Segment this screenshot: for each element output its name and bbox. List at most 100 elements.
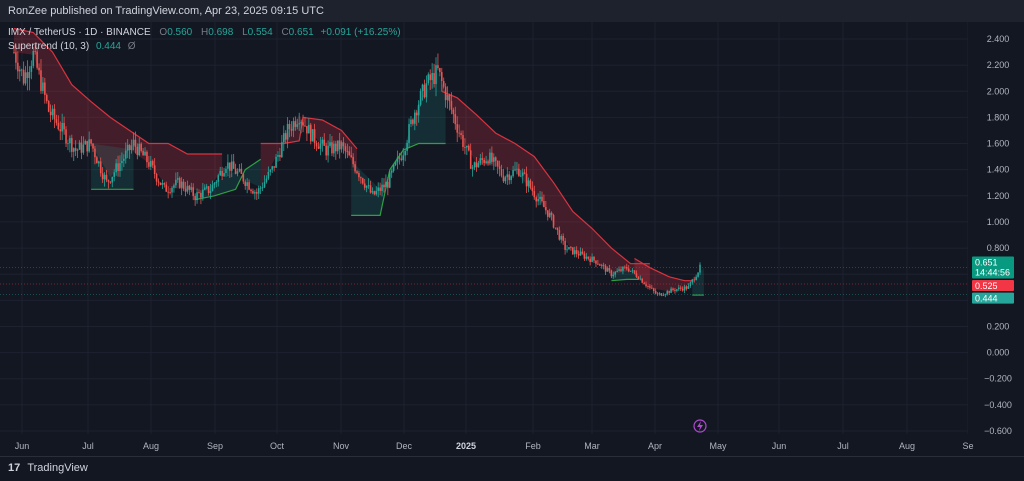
candle-body <box>390 170 393 173</box>
candle-body <box>18 69 21 72</box>
candle-body <box>414 112 416 124</box>
candle-body <box>570 247 572 248</box>
candle-body <box>462 135 464 147</box>
supertrend-fill-up <box>611 267 639 281</box>
candle-body <box>514 169 516 171</box>
open-value: 0.560 <box>167 27 193 38</box>
candle-body <box>336 140 339 152</box>
candle-body <box>67 143 69 145</box>
candle-body <box>446 95 449 101</box>
candle-body <box>604 265 607 272</box>
candle-body <box>313 129 316 144</box>
supertrend-line-down <box>441 90 650 265</box>
candle-body <box>72 148 75 152</box>
candle-body <box>198 192 200 194</box>
candle-body <box>496 160 499 167</box>
candle-body <box>383 184 385 188</box>
supertrend-line-down <box>634 257 693 282</box>
candle-body <box>616 270 618 272</box>
price-badge-countdown: 14:44:56 <box>975 268 1010 278</box>
candle-body <box>22 69 25 84</box>
candle-body <box>55 119 58 123</box>
candle-body <box>633 270 636 274</box>
candle-body <box>94 148 96 158</box>
candle-body <box>466 145 468 148</box>
candle-body <box>155 174 158 182</box>
candle-body <box>396 157 399 163</box>
candle-body <box>76 149 79 151</box>
candle-body <box>699 264 701 273</box>
candle-body <box>602 264 605 266</box>
y-tick-label: 2.200 <box>987 60 1010 70</box>
symbol-title[interactable]: IMX / TetherUS · 1D · BINANCE <box>8 27 151 38</box>
candle-body <box>508 174 511 181</box>
candle-body <box>448 95 451 101</box>
candle-body <box>695 276 697 281</box>
candle-body <box>317 146 320 149</box>
candle-body <box>348 151 351 156</box>
candle-body <box>327 145 329 156</box>
candle-body <box>159 182 162 185</box>
candle-body <box>410 119 412 125</box>
candle-body <box>483 159 485 163</box>
candle-body <box>358 173 360 178</box>
candle-body <box>573 250 576 255</box>
candle-body <box>421 84 424 91</box>
y-tick-label: 1.600 <box>987 139 1010 149</box>
candle-body <box>271 166 274 170</box>
high-label: H <box>201 27 209 38</box>
candles <box>13 44 701 298</box>
candle-body <box>294 121 297 127</box>
candle-body <box>190 187 193 190</box>
price-badge <box>972 292 1014 304</box>
candle-body <box>47 101 50 112</box>
candle-body <box>491 152 493 162</box>
candle-body <box>45 94 48 102</box>
candle-body <box>494 157 497 161</box>
candle-body <box>148 162 150 167</box>
supertrend-fill-up <box>692 267 704 296</box>
candle-body <box>377 187 379 191</box>
candle-body <box>521 172 524 176</box>
candle-body <box>541 196 543 202</box>
candle-body <box>635 273 638 278</box>
candle-body <box>664 294 667 296</box>
candle-body <box>392 164 395 171</box>
lightning-icon[interactable] <box>693 419 707 433</box>
candle-body <box>176 178 179 180</box>
candle-body <box>575 250 578 255</box>
candle-body <box>566 249 568 251</box>
candle-body <box>346 151 349 152</box>
high-value: 0.698 <box>208 27 234 38</box>
candle-body <box>622 266 624 271</box>
candle-body <box>57 122 60 130</box>
low-label: L <box>242 27 248 38</box>
candle-body <box>51 108 54 116</box>
candle-body <box>444 86 447 101</box>
candle-body <box>254 192 256 194</box>
candle-body <box>265 178 268 182</box>
x-tick-label: Aug <box>899 441 915 451</box>
candle-body <box>96 157 98 164</box>
candle-body <box>643 282 645 285</box>
candle-body <box>693 279 696 281</box>
candle-body <box>687 285 690 289</box>
legend-row-ohlc: IMX / TetherUS · 1D · BINANCE O0.560 H0.… <box>8 26 401 40</box>
indicator-name[interactable]: Supertrend (10, 3) <box>8 41 90 52</box>
candle-body <box>510 176 512 181</box>
candle-body <box>286 123 289 140</box>
indicator-settings-icon[interactable]: Ø <box>127 41 136 52</box>
candle-body <box>225 168 227 174</box>
candle-body <box>151 160 154 166</box>
candle-body <box>323 139 326 146</box>
price-chart[interactable]: 2.400 2.200 2.000 1.800 1.600 1.400 1.200 1.000… <box>0 22 1024 456</box>
candle-body <box>207 186 210 194</box>
candle-body <box>123 158 125 161</box>
candle-body <box>454 114 457 125</box>
candle-body <box>335 143 337 152</box>
candle-body <box>427 74 430 84</box>
candle-body <box>338 140 341 150</box>
candle-body <box>417 104 420 116</box>
candle-body <box>489 152 491 164</box>
candle-body <box>136 146 139 156</box>
